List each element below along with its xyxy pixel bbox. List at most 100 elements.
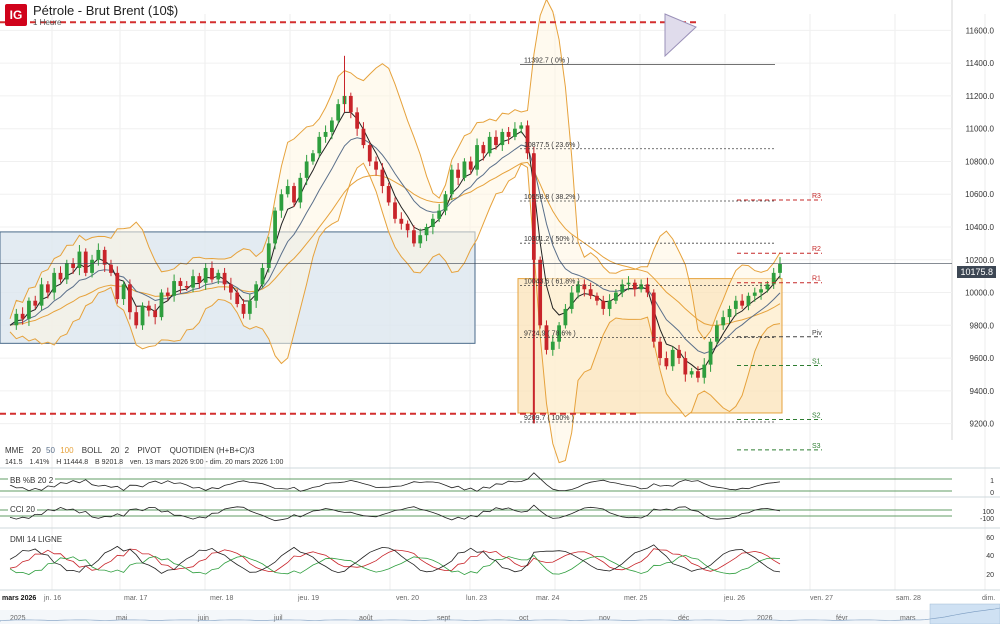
candle-body	[140, 305, 145, 326]
price-tick-label: 9200.0	[970, 420, 995, 429]
candle-body	[771, 272, 776, 285]
candle-body	[696, 371, 700, 378]
pivot-label[interactable]: PIVOT	[137, 446, 162, 455]
candle	[639, 279, 644, 293]
fib-level-label: 10043.6 ( 61.8% )	[524, 278, 580, 285]
candle-body	[266, 243, 271, 268]
date-tick-label: mer. 18	[210, 595, 233, 602]
instrument-title[interactable]: Pétrole - Brut Brent (10$)	[33, 3, 179, 18]
candle	[519, 122, 524, 134]
date-tick-label: ven. 27	[810, 595, 833, 602]
candle-body	[83, 251, 88, 273]
navigator-label: août	[359, 615, 373, 622]
navigator-label: févr	[836, 615, 848, 622]
candle	[588, 282, 593, 300]
mme-period-100: 100	[60, 446, 74, 455]
price-stats: 141.5 1.41% H 11444.8 B 9201.8 ven. 13 m…	[5, 459, 288, 466]
candle-body	[430, 218, 435, 227]
candle	[778, 257, 782, 279]
navigator-background	[0, 610, 1000, 624]
mme-label[interactable]: MME	[5, 446, 24, 455]
candle	[620, 279, 625, 298]
candle	[178, 277, 183, 294]
candle-body	[222, 272, 227, 285]
mme-period-50: 50	[46, 446, 55, 455]
chart-header: IG Pétrole - Brut Brent (10$) 1 Heure	[0, 0, 700, 27]
current-price-tag: 10175.8	[957, 266, 996, 278]
date-tick-label: jn. 16	[43, 595, 61, 602]
candle-body	[538, 259, 543, 326]
cci-label: CCI	[10, 505, 24, 514]
candle	[677, 344, 681, 364]
candle	[437, 204, 442, 223]
candle-body	[733, 300, 738, 309]
candle	[689, 367, 694, 378]
candle-body	[778, 263, 782, 273]
boll-label[interactable]: BOLL	[81, 446, 103, 455]
candle-body	[475, 145, 479, 170]
navigator-label: sept	[437, 615, 450, 622]
candle-body	[639, 284, 644, 290]
price-tick-label: 9600.0	[970, 354, 995, 363]
candle-body	[58, 272, 63, 280]
candle	[544, 320, 549, 355]
candle-body	[513, 128, 517, 137]
candle	[386, 182, 391, 206]
candle-body	[651, 292, 656, 342]
candle	[481, 141, 486, 161]
date-tick-label: jeu. 26	[723, 595, 745, 602]
candle	[165, 287, 170, 301]
candle	[380, 163, 385, 194]
candle	[134, 305, 139, 329]
candle	[367, 141, 372, 167]
candle-body	[462, 161, 467, 178]
candle-body	[386, 186, 391, 203]
candle	[184, 281, 189, 291]
candle	[418, 228, 423, 248]
candle-body	[64, 263, 69, 280]
candle	[140, 302, 145, 330]
candle-body	[689, 371, 694, 375]
date-tick-label: mer. 25	[624, 595, 647, 602]
candle-body	[323, 131, 328, 137]
indicator-tick-label: -100	[980, 516, 994, 523]
candle-body	[588, 289, 593, 296]
fib-level-label: 9724.9 ( 78.6% )	[524, 331, 576, 338]
candle	[254, 281, 259, 308]
candle	[355, 107, 360, 136]
candle-body	[184, 285, 189, 288]
candle-body	[702, 364, 707, 378]
candle-body	[229, 284, 233, 293]
interval-label[interactable]: 1 Heure	[33, 18, 62, 27]
cci-param-period: 20	[26, 505, 35, 514]
fib-level-label: 11392.7 ( 0% )	[524, 57, 569, 64]
cci-indicator-label[interactable]: CCI 20	[8, 505, 37, 514]
candle-body	[393, 202, 397, 219]
price-tick-label: 10600.0	[965, 190, 994, 199]
candle	[33, 295, 38, 309]
candle-body	[405, 223, 410, 231]
candle-body	[437, 210, 442, 219]
candle	[506, 127, 511, 145]
candle-body	[632, 282, 637, 290]
pivot-level-label: S3	[812, 443, 821, 450]
candle	[550, 335, 555, 356]
candle	[336, 99, 341, 124]
high-value: H 11444.8	[56, 459, 89, 466]
fib-level-label: 10558.8 ( 38.2% )	[524, 194, 580, 201]
candle	[721, 310, 726, 330]
candle-body	[468, 161, 473, 170]
candle-body	[449, 169, 454, 195]
candle-body	[134, 312, 139, 326]
bb-indicator-label[interactable]: BB %B 20 2	[8, 476, 56, 485]
candle	[96, 243, 101, 266]
candle	[393, 197, 397, 224]
navigator-label: mai	[116, 615, 128, 622]
candle-body	[178, 281, 183, 286]
candle-body	[329, 120, 334, 132]
dmi-indicator-label[interactable]: DMI 14 LIGNE	[8, 535, 65, 544]
candle-body	[765, 284, 770, 290]
candle-body	[752, 292, 757, 296]
boll-param-dev: 2	[124, 446, 130, 455]
